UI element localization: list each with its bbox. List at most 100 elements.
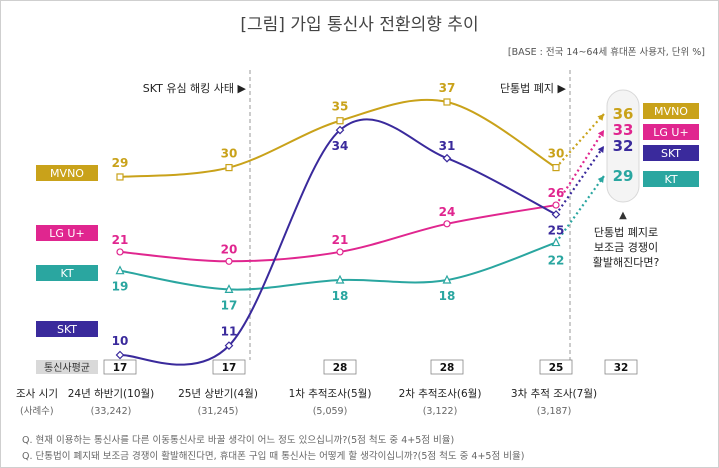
point-skt-1 [115, 350, 125, 360]
point-kt-5 [551, 237, 561, 247]
legend-badge-kt [643, 171, 699, 187]
legend-label-skt: SKT [661, 147, 681, 160]
legend-badge-mvno [643, 103, 699, 119]
data-label-skt-3: 34 [332, 139, 349, 153]
sample-size-1: (33,242) [91, 406, 132, 417]
projection-line-skt [555, 145, 605, 216]
data-label-lgu-2: 20 [221, 242, 238, 256]
average-value-3: 28 [333, 362, 348, 374]
x-tick-label-3: 1차 추적조사(5월) [289, 388, 372, 400]
series-badge-label-lgu: LG U+ [49, 227, 84, 240]
legend-badge-skt [643, 145, 699, 161]
data-label-mvno-2: 30 [221, 147, 238, 161]
data-label-kt-2: 17 [221, 298, 238, 312]
sample-size-2: (31,245) [198, 406, 239, 417]
data-label-skt-4: 31 [439, 139, 456, 153]
data-label-mvno-1: 29 [112, 156, 129, 170]
average-box-5 [539, 359, 573, 375]
series-badge-kt [36, 265, 98, 281]
average-value-5: 25 [549, 362, 564, 374]
projection-capsule [606, 89, 640, 203]
average-label: 통신사평균 [44, 362, 90, 374]
point-kt-2 [224, 284, 234, 294]
series-badge-skt [36, 321, 98, 337]
row-label-period: 조사 시기 [16, 388, 58, 400]
projection-arrow-lgu [597, 130, 604, 137]
sample-size-3: (5,059) [313, 406, 348, 417]
data-label-lgu-1: 21 [112, 233, 129, 247]
average-box-1 [103, 359, 137, 375]
chart-title: [그림] 가입 통신사 전환의향 추이 [240, 15, 479, 35]
series-badge-mvno [36, 165, 98, 181]
sample-size-5: (3,187) [537, 406, 572, 417]
data-label-lgu-3: 21 [332, 233, 349, 247]
data-label-mvno-3: 35 [332, 100, 349, 114]
point-skt-3 [335, 125, 345, 135]
point-mvno-1 [116, 173, 124, 181]
point-mvno-2 [225, 163, 233, 172]
point-skt-4 [442, 153, 452, 163]
callout-line-1: 단통법 폐지로 [594, 226, 658, 239]
series-badge-label-kt: KT [60, 267, 73, 280]
data-label-mvno-5: 30 [548, 147, 565, 161]
average-box-4 [430, 359, 464, 375]
x-tick-label-5: 3차 추적 조사(7월) [511, 388, 597, 400]
callout-marker: ▲ [619, 210, 627, 221]
data-label-skt-5: 25 [548, 223, 565, 237]
data-label-kt-4: 18 [439, 289, 456, 303]
average-value-4: 28 [440, 362, 455, 374]
legend-label-mvno: MVNO [654, 105, 688, 118]
point-mvno-5 [552, 163, 560, 172]
sample-size-4: (3,122) [423, 406, 458, 417]
point-lgu-3 [336, 248, 344, 256]
question-2: Q. 단통법이 폐지돼 보조금 경쟁이 활발해진다면, 휴대폰 구입 때 통신사… [22, 451, 525, 462]
legend-badge-lgu [643, 124, 699, 140]
series-badge-label-mvno: MVNO [50, 167, 84, 180]
event-label-law: 단통법 폐지 ▶ [500, 82, 567, 95]
average-box-2 [212, 359, 246, 375]
projected-value-skt: 32 [613, 137, 634, 155]
point-skt-5 [551, 210, 561, 219]
projection-line-mvno [555, 113, 605, 169]
callout-line-2: 보조금 경쟁이 [594, 241, 658, 254]
point-lgu-2 [225, 257, 233, 265]
callout-line-3: 활발해진다면? [593, 255, 660, 269]
x-tick-label-2: 25년 상반기(4월) [178, 388, 258, 400]
question-1: Q. 현재 이용하는 통신사를 다른 이동통신사로 바꿀 생각이 어느 정도 있… [22, 435, 455, 446]
average-box-projected [604, 359, 638, 375]
data-label-kt-5: 22 [548, 254, 565, 268]
data-label-skt-1: 10 [112, 334, 129, 348]
point-kt-1 [115, 265, 125, 275]
projection-line-kt [555, 175, 605, 244]
x-tick-label-1: 24년 하반기(10월) [68, 387, 155, 400]
projected-value-kt: 29 [613, 167, 634, 185]
average-value-2: 17 [222, 362, 237, 374]
data-label-kt-1: 19 [112, 280, 129, 294]
series-badge-label-skt: SKT [57, 323, 77, 336]
point-lgu-5 [552, 201, 560, 209]
event-label-hacking: SKT 유심 해킹 사태 ▶ [143, 81, 247, 95]
point-lgu-4 [443, 220, 451, 228]
point-lgu-1 [116, 248, 124, 256]
average-value-1: 17 [113, 362, 128, 374]
projected-value-lgu: 33 [613, 121, 634, 139]
projection-arrow-skt [597, 146, 604, 153]
data-label-lgu-5: 26 [548, 186, 565, 200]
projection-arrow-kt [597, 176, 604, 183]
legend-label-lgu: LG U+ [653, 126, 688, 139]
point-kt-3 [335, 274, 345, 284]
projection-arrow-mvno [597, 114, 604, 121]
data-label-lgu-4: 24 [439, 205, 456, 219]
x-tick-label-4: 2차 추적조사(6월) [399, 388, 482, 400]
series-line-skt [119, 118, 557, 366]
row-label-sample: (사례수) [20, 406, 54, 417]
data-label-kt-3: 18 [332, 289, 349, 303]
point-mvno-4 [443, 98, 451, 106]
point-skt-2 [224, 341, 234, 350]
data-label-skt-2: 11 [221, 325, 238, 339]
series-badge-lgu [36, 225, 98, 241]
projected-value-mvno: 36 [613, 105, 634, 123]
base-note: [BASE : 전국 14~64세 휴대폰 사용자, 단위 %] [507, 47, 705, 58]
point-kt-4 [442, 274, 452, 284]
